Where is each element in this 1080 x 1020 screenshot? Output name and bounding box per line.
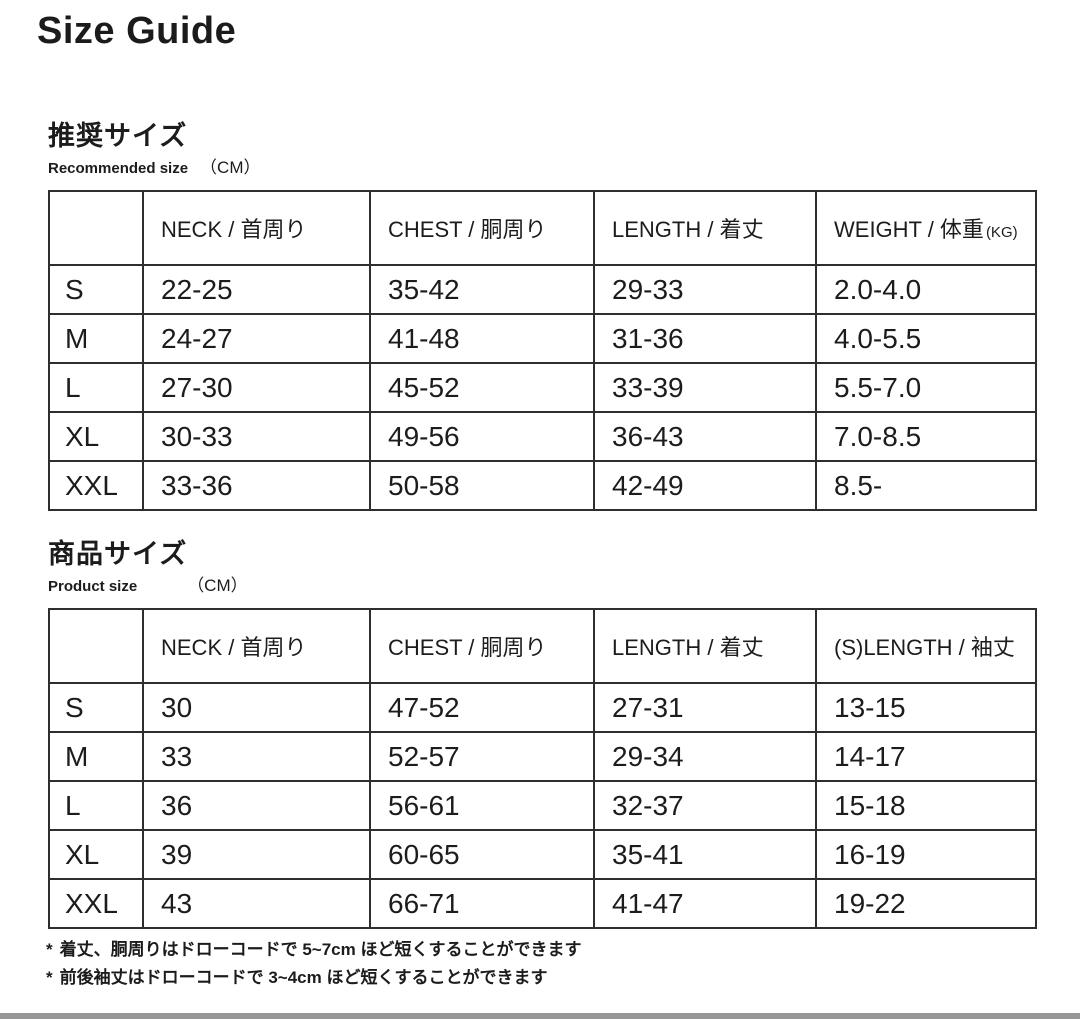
footnote-marker: * bbox=[46, 968, 53, 987]
footnotes: * 着丈、胴周りはドローコードで 5~7cm ほど短くすることができます * 前後袖… bbox=[46, 936, 581, 992]
table-cell: 41-47 bbox=[593, 878, 817, 930]
table-cell: 33-39 bbox=[593, 362, 817, 414]
table-cell: 19-22 bbox=[815, 878, 1037, 930]
table-cell: 22-25 bbox=[142, 264, 371, 316]
section-recommended-size: 推奨サイズ Recommended size （CM） NECK / 首周り CH… bbox=[48, 121, 1037, 512]
table-cell: 14-17 bbox=[815, 731, 1037, 783]
unit-label: （CM） bbox=[200, 158, 261, 178]
section-heading-en: Recommended size bbox=[48, 160, 189, 178]
table-cell: 50-58 bbox=[369, 460, 595, 512]
product-size-table: NECK / 首周り CHEST / 胴周り LENGTH / 着丈 (S)LE… bbox=[48, 608, 1037, 930]
table-row: S 22-25 35-42 29-33 2.0-4.0 bbox=[48, 264, 1037, 316]
header-row: NECK / 首周り CHEST / 胴周り LENGTH / 着丈 (S)LE… bbox=[48, 608, 1037, 685]
table-cell: 35-41 bbox=[593, 829, 817, 881]
table-cell: 33-36 bbox=[142, 460, 371, 512]
table-cell: 39 bbox=[142, 829, 371, 881]
table-row: L 36 56-61 32-37 15-18 bbox=[48, 780, 1037, 832]
table-cell: 30-33 bbox=[142, 411, 371, 463]
column-header-size bbox=[48, 608, 144, 685]
table-cell: 31-36 bbox=[593, 313, 817, 365]
table-row: XXL 43 66-71 41-47 19-22 bbox=[48, 878, 1037, 930]
footnote-text: 着丈、胴周りはドローコードで 5~7cm ほど短くすることができます bbox=[59, 940, 582, 959]
column-header-sleeve-length: (S)LENGTH / 袖丈 bbox=[815, 608, 1037, 685]
table-cell: 66-71 bbox=[369, 878, 595, 930]
bottom-divider-bar bbox=[0, 1013, 1080, 1019]
size-label: XXL bbox=[48, 460, 144, 512]
table-cell: 56-61 bbox=[369, 780, 595, 832]
page-title: Size Guide bbox=[37, 10, 237, 52]
size-label: M bbox=[48, 731, 144, 783]
column-header-size bbox=[48, 190, 144, 267]
column-header-chest: CHEST / 胴周り bbox=[369, 608, 595, 685]
table-cell: 52-57 bbox=[369, 731, 595, 783]
table-cell: 45-52 bbox=[369, 362, 595, 414]
table-cell: 7.0-8.5 bbox=[815, 411, 1037, 463]
column-header-chest: CHEST / 胴周り bbox=[369, 190, 595, 267]
table-cell: 16-19 bbox=[815, 829, 1037, 881]
footnote-marker: * bbox=[46, 940, 53, 959]
column-header-length: LENGTH / 着丈 bbox=[593, 608, 817, 685]
size-label: S bbox=[48, 264, 144, 316]
unit-label: （CM） bbox=[187, 576, 248, 596]
table-cell: 42-49 bbox=[593, 460, 817, 512]
column-header-weight-label: WEIGHT / 体重 bbox=[834, 217, 984, 243]
section-product-size: 商品サイズ Product size （CM） NECK / 首周り CHEST … bbox=[48, 539, 1037, 930]
table-cell: 41-48 bbox=[369, 313, 595, 365]
footnote-line: * 着丈、胴周りはドローコードで 5~7cm ほど短くすることができます bbox=[46, 936, 581, 964]
recommended-size-table: NECK / 首周り CHEST / 胴周り LENGTH / 着丈 WEIGH… bbox=[48, 190, 1037, 512]
size-label: M bbox=[48, 313, 144, 365]
table-row: XXL 33-36 50-58 42-49 8.5- bbox=[48, 460, 1037, 512]
table-cell: 36-43 bbox=[593, 411, 817, 463]
size-label: XL bbox=[48, 411, 144, 463]
table-cell: 27-31 bbox=[593, 682, 817, 734]
size-label: L bbox=[48, 780, 144, 832]
table-cell: 2.0-4.0 bbox=[815, 264, 1037, 316]
table-cell: 47-52 bbox=[369, 682, 595, 734]
table-row: XL 39 60-65 35-41 16-19 bbox=[48, 829, 1037, 881]
section-heading-en: Product size bbox=[48, 578, 138, 596]
section-subheading: Recommended size （CM） bbox=[48, 153, 1037, 178]
column-header-weight: WEIGHT / 体重 (KG) bbox=[815, 190, 1037, 267]
table-cell: 30 bbox=[142, 682, 371, 734]
table-cell: 49-56 bbox=[369, 411, 595, 463]
table-cell: 29-34 bbox=[593, 731, 817, 783]
section-subheading: Product size （CM） bbox=[48, 571, 1037, 596]
section-heading-ja: 推奨サイズ bbox=[48, 121, 188, 151]
table-cell: 27-30 bbox=[142, 362, 371, 414]
footnote-text: 前後袖丈はドローコードで 3~4cm ほど短くすることができます bbox=[59, 968, 548, 987]
table-row: L 27-30 45-52 33-39 5.5-7.0 bbox=[48, 362, 1037, 414]
table-cell: 4.0-5.5 bbox=[815, 313, 1037, 365]
table-row: M 24-27 41-48 31-36 4.0-5.5 bbox=[48, 313, 1037, 365]
footnote-line: * 前後袖丈はドローコードで 3~4cm ほど短くすることができます bbox=[46, 964, 581, 992]
table-cell: 43 bbox=[142, 878, 371, 930]
table-cell: 32-37 bbox=[593, 780, 817, 832]
column-header-neck: NECK / 首周り bbox=[142, 608, 371, 685]
table-row: M 33 52-57 29-34 14-17 bbox=[48, 731, 1037, 783]
table-cell: 36 bbox=[142, 780, 371, 832]
section-heading-ja: 商品サイズ bbox=[48, 539, 188, 569]
table-cell: 15-18 bbox=[815, 780, 1037, 832]
size-label: XXL bbox=[48, 878, 144, 930]
kg-unit-suffix: (KG) bbox=[985, 224, 1018, 242]
size-label: S bbox=[48, 682, 144, 734]
table-cell: 33 bbox=[142, 731, 371, 783]
column-header-neck: NECK / 首周り bbox=[142, 190, 371, 267]
table-cell: 24-27 bbox=[142, 313, 371, 365]
table-row: S 30 47-52 27-31 13-15 bbox=[48, 682, 1037, 734]
table-cell: 5.5-7.0 bbox=[815, 362, 1037, 414]
table-cell: 13-15 bbox=[815, 682, 1037, 734]
table-cell: 8.5- bbox=[815, 460, 1037, 512]
header-row: NECK / 首周り CHEST / 胴周り LENGTH / 着丈 WEIGH… bbox=[48, 190, 1037, 267]
table-cell: 29-33 bbox=[593, 264, 817, 316]
table-row: XL 30-33 49-56 36-43 7.0-8.5 bbox=[48, 411, 1037, 463]
table-cell: 60-65 bbox=[369, 829, 595, 881]
table-cell: 35-42 bbox=[369, 264, 595, 316]
column-header-length: LENGTH / 着丈 bbox=[593, 190, 817, 267]
size-label: XL bbox=[48, 829, 144, 881]
size-label: L bbox=[48, 362, 144, 414]
